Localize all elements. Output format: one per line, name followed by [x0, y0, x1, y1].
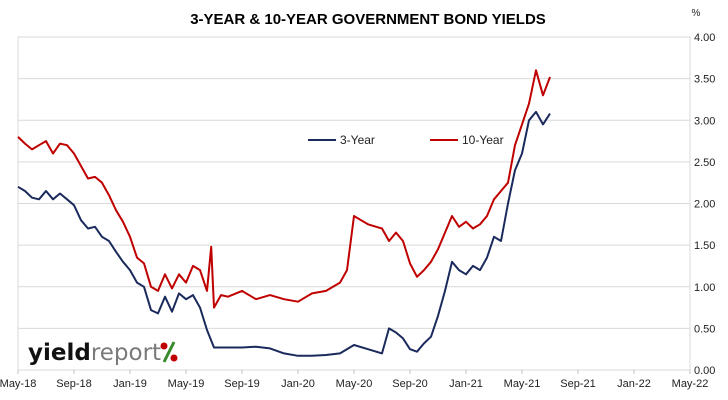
y-tick-label: 1.00: [694, 282, 715, 294]
yieldreport-logo: yieldreport: [28, 340, 178, 366]
x-tick-label: May-19: [168, 378, 205, 390]
gridlines: [17, 36, 691, 371]
legend: 3-Year 10-Year: [308, 133, 504, 147]
x-tick-label: Jan-20: [281, 378, 315, 390]
x-tick-label: May-21: [504, 378, 541, 390]
legend-label-3-year: 3-Year: [340, 133, 375, 147]
chart-title: 3-YEAR & 10-YEAR GOVERNMENT BOND YIELDS: [190, 11, 546, 28]
percent-icon: [160, 341, 178, 363]
x-tick-label: May-22: [672, 378, 709, 390]
series-line-3-year: [17, 110, 551, 357]
x-tick-label: May-18: [0, 378, 36, 390]
y-axis-ticks: 0.00 0.50 1.00 1.50 2.00 2.50 3.00 3.50 4.00: [694, 32, 715, 377]
y-tick-label: 2.50: [694, 157, 715, 169]
series-layer: [17, 69, 551, 357]
y-axis-unit-label: %: [692, 8, 701, 19]
y-tick-label: 2.00: [694, 199, 715, 211]
x-tick-label: Sep-19: [224, 378, 259, 390]
x-tick-label: May-20: [336, 378, 373, 390]
x-tick-label: Sep-20: [392, 378, 427, 390]
y-tick-label: 0.00: [694, 365, 715, 377]
y-tick-label: 3.50: [694, 74, 715, 86]
x-tick-label: Jan-21: [449, 378, 483, 390]
y-tick-label: 3.00: [694, 115, 715, 127]
x-tick-label: Sep-21: [560, 378, 595, 390]
x-tick-label: Sep-18: [56, 378, 91, 390]
legend-label-10-year: 10-Year: [462, 133, 504, 147]
x-tick-label: Jan-19: [113, 378, 147, 390]
x-tick-label: Jan-22: [617, 378, 651, 390]
y-tick-label: 1.50: [694, 240, 715, 252]
x-axis-ticks: May-18 Sep-18 Jan-19 May-19 Sep-19 Jan-20 May-…: [0, 370, 708, 390]
logo-wordmark: yieldreport: [28, 340, 161, 366]
series-line-10-year: [17, 69, 551, 309]
y-tick-label: 4.00: [694, 32, 715, 44]
y-tick-label: 0.50: [694, 323, 715, 335]
